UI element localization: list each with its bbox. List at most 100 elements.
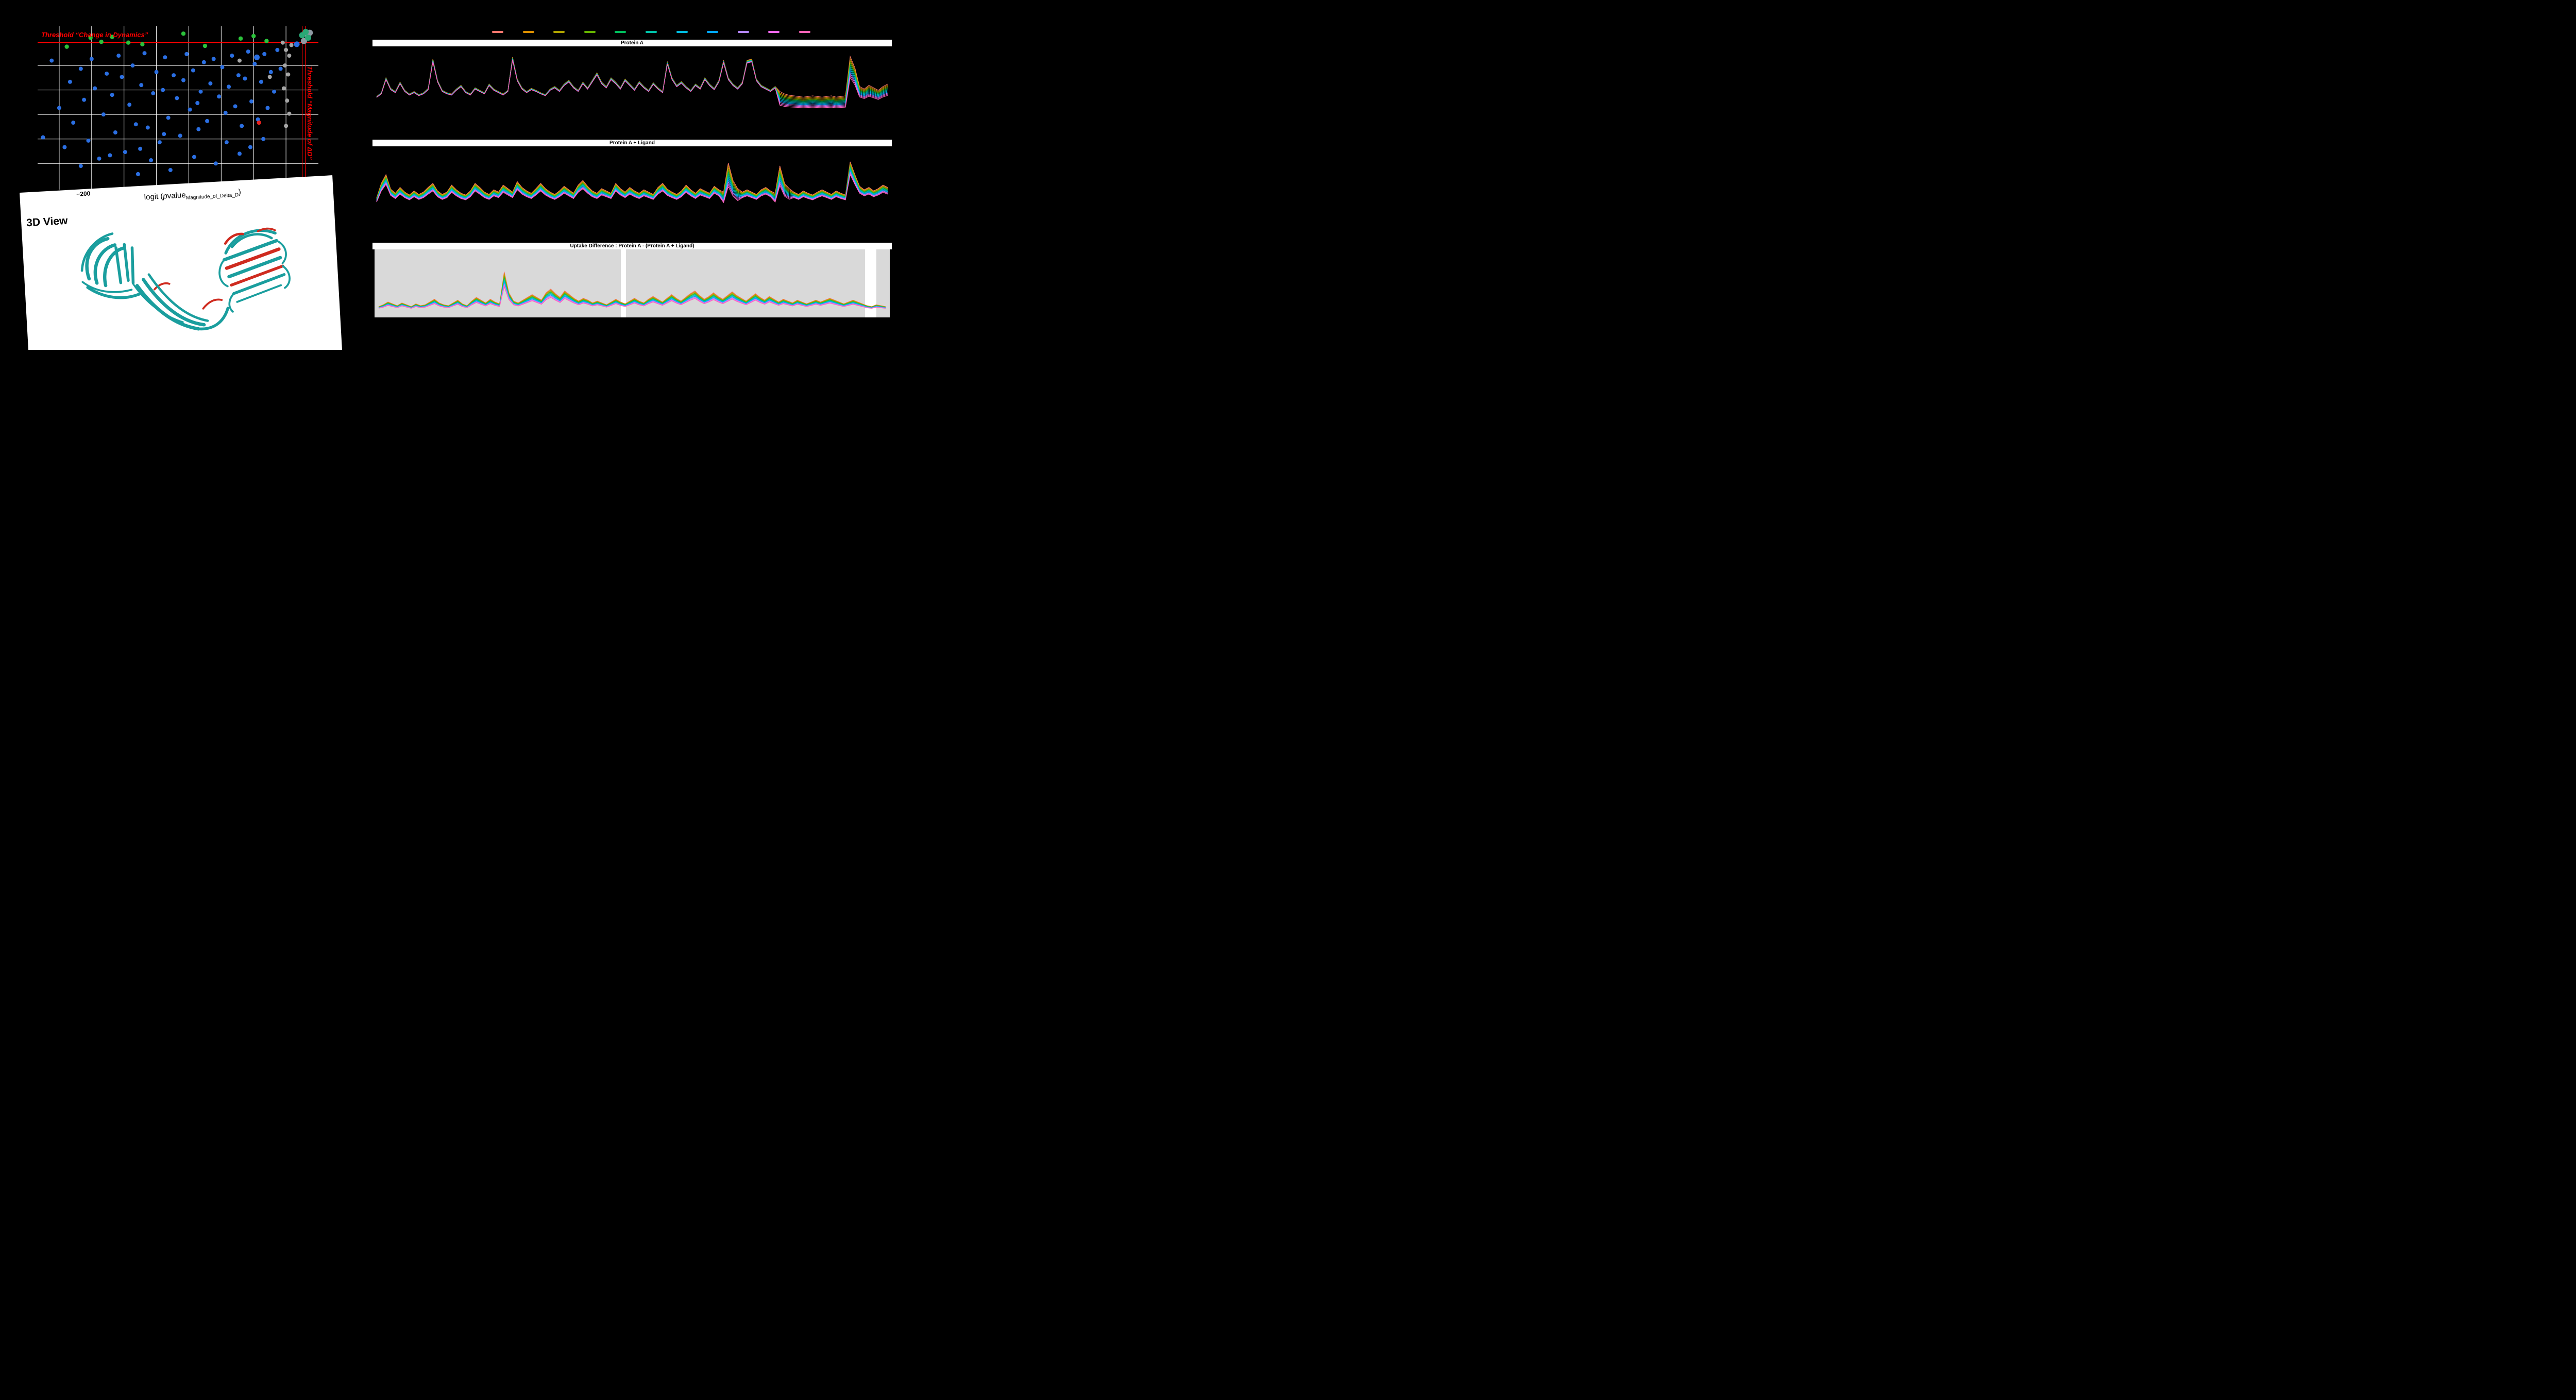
- scatter-point[interactable]: [287, 111, 292, 116]
- scatter-point[interactable]: [149, 158, 154, 162]
- scatter-point[interactable]: [99, 39, 104, 44]
- scatter-point[interactable]: [181, 78, 185, 82]
- scatter-point[interactable]: [289, 43, 294, 47]
- scatter-point[interactable]: [130, 63, 135, 68]
- scatter-point[interactable]: [93, 86, 97, 91]
- protein-ribbon-structure[interactable]: [57, 204, 313, 350]
- scatter-point[interactable]: [82, 97, 87, 102]
- scatter-point[interactable]: [135, 172, 140, 176]
- scatter-point[interactable]: [168, 167, 173, 172]
- scatter-point[interactable]: [195, 100, 200, 105]
- scatter-point[interactable]: [64, 44, 69, 49]
- scatter-point[interactable]: [240, 124, 244, 128]
- legend-swatch[interactable]: [553, 31, 565, 33]
- legend-swatch[interactable]: [522, 31, 534, 33]
- scatter-point[interactable]: [62, 145, 67, 149]
- scatter-point[interactable]: [198, 89, 203, 94]
- scatter-point[interactable]: [196, 127, 201, 131]
- scatter-point[interactable]: [256, 117, 260, 122]
- scatter-point[interactable]: [246, 49, 250, 54]
- scatter-point[interactable]: [217, 94, 222, 99]
- scatter-point[interactable]: [233, 104, 238, 109]
- scatter-point[interactable]: [284, 124, 289, 128]
- scatter-point[interactable]: [224, 140, 229, 145]
- scatter-point[interactable]: [140, 42, 145, 47]
- scatter-point[interactable]: [201, 60, 206, 64]
- scatter-point[interactable]: [294, 41, 300, 47]
- scatter-point[interactable]: [280, 40, 285, 45]
- scatter-point[interactable]: [261, 137, 266, 141]
- legend-swatch[interactable]: [615, 31, 626, 33]
- scatter-point[interactable]: [238, 36, 243, 41]
- scatter-point[interactable]: [110, 35, 114, 39]
- scatter-point[interactable]: [252, 61, 257, 66]
- scatter-point[interactable]: [249, 99, 254, 104]
- scatter-point[interactable]: [157, 140, 162, 145]
- scatter-point[interactable]: [211, 57, 216, 61]
- scatter-point[interactable]: [57, 106, 61, 110]
- scatter-point[interactable]: [275, 47, 280, 52]
- scatter-point[interactable]: [284, 47, 289, 52]
- scatter-point[interactable]: [281, 86, 286, 91]
- scatter-point[interactable]: [89, 57, 94, 61]
- scatter-point[interactable]: [251, 33, 256, 39]
- scatter-point[interactable]: [254, 54, 260, 60]
- scatter-point[interactable]: [237, 58, 242, 63]
- scatter-point[interactable]: [67, 79, 72, 84]
- legend-swatch[interactable]: [768, 31, 780, 33]
- scatter-point[interactable]: [205, 119, 210, 123]
- scatter-point[interactable]: [227, 85, 231, 89]
- scatter-point[interactable]: [116, 54, 121, 58]
- scatter-point[interactable]: [305, 35, 312, 41]
- scatter-point[interactable]: [213, 161, 218, 166]
- scatter-point[interactable]: [181, 31, 186, 36]
- scatter-point[interactable]: [268, 70, 273, 74]
- scatter-point[interactable]: [272, 89, 277, 94]
- scatter-point[interactable]: [71, 121, 76, 125]
- scatter-point[interactable]: [49, 58, 54, 63]
- scatter-point[interactable]: [191, 68, 195, 73]
- scatter-point[interactable]: [285, 98, 290, 103]
- scatter-point[interactable]: [208, 81, 213, 86]
- scatter-point[interactable]: [220, 65, 225, 70]
- scatter-point[interactable]: [154, 70, 159, 74]
- scatter-point[interactable]: [230, 54, 234, 58]
- scatter-point[interactable]: [243, 76, 247, 81]
- scatter-point[interactable]: [287, 54, 292, 58]
- scatter-point[interactable]: [123, 150, 127, 155]
- scatter-point[interactable]: [145, 125, 150, 130]
- scatter-point[interactable]: [184, 52, 189, 56]
- volcano-scatter-svg[interactable]: [38, 26, 318, 190]
- scatter-point[interactable]: [223, 111, 228, 115]
- legend-swatch[interactable]: [799, 31, 810, 33]
- scatter-point[interactable]: [113, 130, 117, 135]
- scatter-point[interactable]: [278, 66, 283, 71]
- scatter-point[interactable]: [88, 35, 93, 40]
- scatter-point[interactable]: [138, 146, 143, 151]
- scatter-point[interactable]: [262, 52, 267, 56]
- scatter-point[interactable]: [120, 75, 124, 79]
- legend-swatch[interactable]: [737, 31, 749, 33]
- scatter-point[interactable]: [286, 72, 291, 77]
- scatter-point[interactable]: [267, 75, 272, 79]
- scatter-point[interactable]: [237, 151, 242, 156]
- scatter-point[interactable]: [78, 164, 83, 168]
- legend-swatch[interactable]: [645, 31, 657, 33]
- scatter-point[interactable]: [192, 155, 196, 159]
- scatter-point[interactable]: [86, 138, 91, 143]
- scatter-point[interactable]: [108, 153, 112, 158]
- scatter-point[interactable]: [101, 112, 106, 117]
- scatter-point[interactable]: [264, 39, 269, 43]
- scatter-point[interactable]: [163, 55, 167, 60]
- scatter-point[interactable]: [133, 122, 138, 127]
- legend-swatch[interactable]: [676, 31, 688, 33]
- scatter-point[interactable]: [188, 107, 192, 112]
- scatter-point[interactable]: [110, 93, 114, 97]
- scatter-point[interactable]: [105, 71, 109, 76]
- scatter-point[interactable]: [142, 51, 147, 56]
- scatter-point[interactable]: [151, 91, 156, 95]
- scatter-point[interactable]: [162, 132, 166, 137]
- scatter-point[interactable]: [161, 88, 165, 92]
- scatter-point[interactable]: [178, 133, 182, 138]
- scatter-point[interactable]: [300, 38, 307, 44]
